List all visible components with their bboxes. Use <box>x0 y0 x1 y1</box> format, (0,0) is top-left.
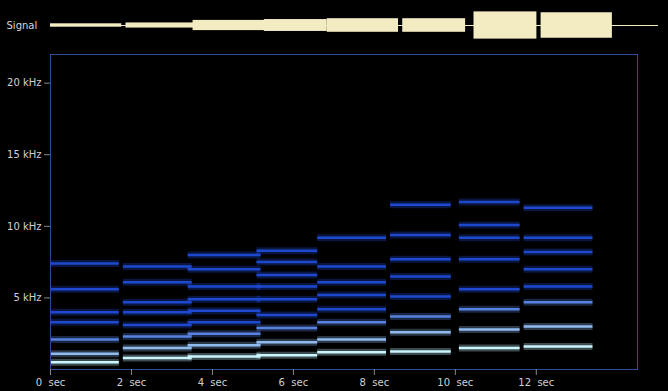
svg-text:10 sec: 10 sec <box>437 377 473 388</box>
svg-text:8 sec: 8 sec <box>360 377 390 388</box>
svg-text:12 sec: 12 sec <box>518 377 554 388</box>
svg-text:15 kHz: 15 kHz <box>7 149 41 160</box>
svg-text:20 kHz: 20 kHz <box>7 77 41 88</box>
svg-text:Signal: Signal <box>7 20 38 31</box>
svg-text:2 sec: 2 sec <box>117 377 147 388</box>
svg-text:4 sec: 4 sec <box>198 377 228 388</box>
svg-text:6 sec: 6 sec <box>279 377 309 388</box>
svg-text:10 kHz: 10 kHz <box>7 221 41 232</box>
svg-text:0 sec: 0 sec <box>36 377 66 388</box>
svg-text:5 kHz: 5 kHz <box>13 292 41 303</box>
